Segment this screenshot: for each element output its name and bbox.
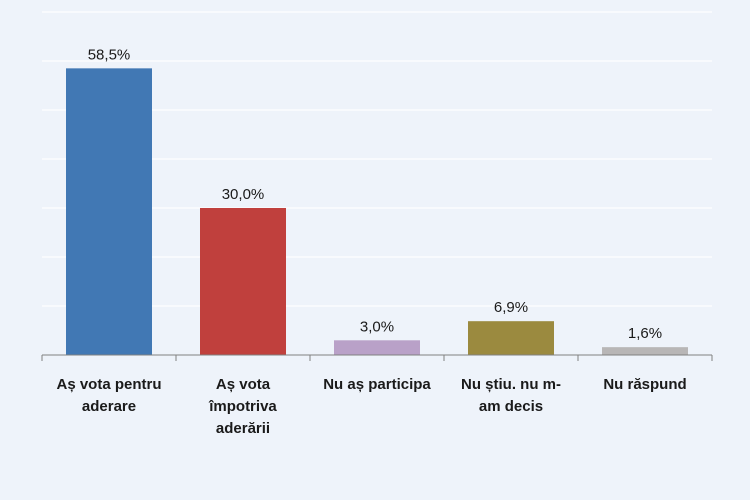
bar: [602, 347, 688, 355]
x-axis: [41, 354, 713, 361]
category-label-line: Nu aș participa: [323, 376, 431, 393]
category-label-line: am decis: [479, 398, 543, 415]
category-label: Nu aș participa: [323, 376, 431, 393]
category-label: Aș vota pentru aderare: [56, 376, 161, 415]
category-label-line: Aș vota pentru: [56, 376, 161, 393]
bar: [468, 321, 554, 355]
bar: [334, 340, 420, 355]
data-labels: 58,5% 30,0% 3,0% 6,9% 1,6%: [88, 46, 662, 342]
category-labels: Aș vota pentru aderare Aș vota împotriva ade…: [56, 376, 686, 437]
category-label-line: Nu răspund: [603, 376, 686, 393]
gridlines: [42, 11, 712, 307]
category-label: Nu știu. nu m-am decis: [461, 376, 561, 415]
data-label: 3,0%: [360, 318, 394, 335]
data-label: 30,0%: [222, 186, 265, 203]
category-label: Nu răspund: [603, 376, 686, 393]
bar: [200, 208, 286, 355]
category-label: Aș vota împotriva aderării: [208, 376, 277, 437]
bars: [66, 68, 688, 355]
data-label: 58,5%: [88, 46, 131, 63]
category-label-line: împotriva: [208, 398, 277, 415]
category-label-line: Aș vota: [216, 376, 271, 393]
category-label-line: Nu știu. nu m-: [461, 376, 561, 393]
category-label-line: aderării: [216, 420, 270, 437]
bar: [66, 68, 152, 355]
data-label: 6,9%: [494, 299, 528, 316]
category-label-line: aderare: [82, 398, 136, 415]
data-label: 1,6%: [628, 325, 662, 342]
